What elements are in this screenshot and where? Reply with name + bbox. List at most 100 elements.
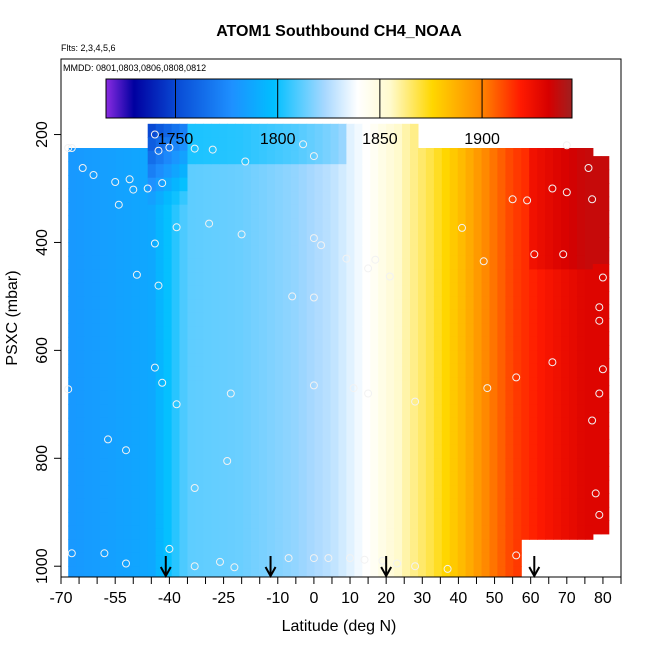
heatmap-cell	[425, 229, 435, 244]
heatmap-cell	[203, 555, 212, 570]
heatmap-cell	[147, 353, 157, 368]
heatmap-cell	[131, 323, 141, 338]
heatmap-cell	[545, 444, 554, 459]
plot-frame	[60, 58, 622, 578]
heatmap-cell	[290, 420, 300, 435]
heatmap-cell	[386, 393, 395, 408]
heatmap-cell	[266, 123, 276, 138]
heatmap-cell	[76, 350, 85, 365]
heatmap-cell	[386, 528, 395, 543]
heatmap-cell	[163, 447, 173, 462]
heatmap-cell	[155, 434, 165, 449]
sample-point	[67, 144, 76, 152]
heatmap-cell	[569, 404, 578, 419]
heatmap-cell	[100, 485, 109, 500]
heatmap-cell	[370, 555, 379, 570]
sample-point	[190, 562, 199, 571]
heatmap-cell	[115, 444, 125, 459]
heatmap-cell	[298, 137, 308, 152]
heatmap-cell	[370, 501, 379, 516]
heatmap-cell	[497, 188, 506, 203]
heatmap-cell	[147, 434, 157, 449]
heatmap-cell	[274, 245, 284, 260]
sample-point	[562, 188, 571, 197]
heatmap-cell	[394, 514, 403, 529]
heatmap-cell	[489, 498, 498, 513]
heatmap-cell	[290, 501, 300, 516]
heatmap-cell	[513, 566, 522, 577]
heatmap-cell	[298, 474, 308, 489]
heatmap-cell	[187, 447, 196, 462]
heatmap-cell	[418, 148, 427, 163]
heatmap-cell	[322, 541, 332, 556]
heatmap-cell	[553, 336, 562, 351]
heatmap-cell	[457, 525, 467, 540]
heatmap-cell	[433, 148, 443, 163]
heatmap-cell	[227, 447, 236, 462]
heatmap-cell	[131, 242, 141, 257]
heatmap-cell	[561, 404, 570, 419]
heatmap-cell	[235, 245, 244, 260]
sample-point	[241, 157, 250, 166]
heatmap-cell	[497, 431, 506, 446]
heatmap-cell	[306, 501, 316, 516]
heatmap-cell	[433, 161, 443, 176]
heatmap-cell	[259, 326, 268, 341]
heatmap-cell	[354, 541, 363, 556]
heatmap-cell	[171, 568, 181, 577]
heatmap-cell	[354, 191, 363, 206]
heatmap-cell	[481, 296, 490, 311]
sample-point	[104, 435, 112, 444]
heatmap-cell	[314, 164, 324, 179]
heatmap-cell	[219, 177, 228, 192]
heatmap-cell	[266, 420, 276, 435]
heatmap-cell	[187, 353, 196, 368]
heatmap-cell	[274, 177, 284, 192]
heatmap-cell	[362, 353, 371, 368]
heatmap-cell	[433, 431, 443, 446]
heatmap-cell	[123, 215, 133, 230]
heatmap-cell	[505, 525, 514, 540]
y-axis-label: PSXC (mbar)	[4, 270, 21, 365]
heatmap-cell	[219, 123, 228, 138]
heatmap-cell	[489, 525, 498, 540]
heatmap-cell	[497, 539, 506, 554]
heatmap-cell	[243, 123, 252, 138]
heatmap-cell	[251, 245, 260, 260]
heatmap-cell	[338, 285, 347, 300]
heatmap-cell	[592, 398, 602, 413]
heatmap-cell	[473, 188, 483, 203]
heatmap-cell	[433, 363, 443, 378]
heatmap-cell	[147, 514, 157, 529]
heatmap-cell	[370, 137, 379, 152]
heatmap-cell	[410, 380, 419, 395]
heatmap-cell	[108, 215, 117, 230]
heatmap-cell	[290, 164, 300, 179]
heatmap-cell	[521, 242, 530, 257]
heatmap-cell	[561, 161, 570, 176]
sample-point	[483, 384, 492, 393]
heatmap-cell	[171, 420, 181, 435]
heatmap-cell	[274, 218, 284, 233]
heatmap-cell	[418, 350, 427, 365]
sample-point	[237, 230, 246, 239]
heatmap-cell	[473, 336, 483, 351]
heatmap-cell	[266, 434, 276, 449]
heatmap-cell	[330, 474, 339, 489]
heatmap-cell	[115, 161, 125, 176]
sample-point	[548, 184, 557, 193]
heatmap-cell	[402, 514, 411, 529]
heatmap-cell	[68, 471, 77, 486]
flight-arrow	[528, 556, 541, 579]
heatmap-cell	[338, 326, 347, 341]
heatmap-cell	[147, 474, 157, 489]
heatmap-cell	[274, 514, 284, 529]
colorbar-tick-label: 1850	[362, 131, 398, 148]
heatmap-cell	[322, 339, 332, 354]
heatmap-cell	[187, 474, 196, 489]
heatmap-cell	[489, 350, 498, 365]
heatmap-cell	[92, 175, 101, 190]
heatmap-cell	[187, 380, 196, 395]
heatmap-cell	[187, 514, 196, 529]
colorbar-gradient	[105, 78, 573, 119]
